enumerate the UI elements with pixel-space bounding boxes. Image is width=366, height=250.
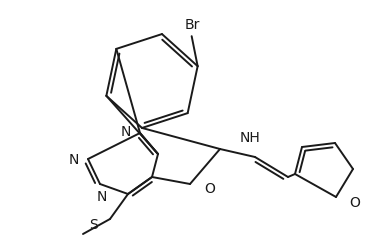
Text: Br: Br bbox=[185, 18, 200, 32]
Text: N: N bbox=[69, 152, 79, 166]
Text: N: N bbox=[121, 124, 131, 138]
Text: O: O bbox=[349, 195, 360, 209]
Text: N: N bbox=[97, 189, 107, 203]
Text: O: O bbox=[204, 181, 215, 195]
Text: S: S bbox=[89, 217, 98, 231]
Text: NH: NH bbox=[240, 130, 261, 144]
